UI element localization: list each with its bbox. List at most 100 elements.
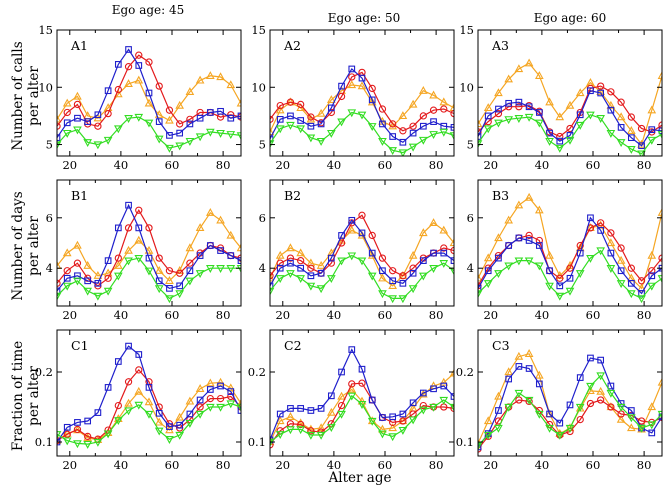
x-axis-label: Alter age <box>328 470 392 486</box>
data-point-blue-b1 <box>135 224 143 232</box>
data-point-red-a2 <box>440 105 448 113</box>
data-point-green-b3 <box>478 290 483 299</box>
data-point-orange-c3 <box>535 370 544 379</box>
data-point-red-a1 <box>124 63 133 71</box>
x-tick-label-b2: 60 <box>378 308 393 322</box>
panel-b2: 20 40 60 80 4 6 B2 <box>259 179 455 322</box>
data-point-red-a1 <box>63 108 71 117</box>
data-point-green-b3 <box>586 254 595 263</box>
data-point-red-a2 <box>429 106 438 114</box>
data-point-blue-c1 <box>206 386 214 393</box>
data-point-red-b1 <box>104 274 112 282</box>
data-point-green-a3 <box>657 131 662 139</box>
data-point-orange-b3 <box>616 255 626 264</box>
data-point-green-a2 <box>286 121 295 130</box>
data-point-orange-c1 <box>216 377 225 386</box>
x-tick-label-b2: 20 <box>275 308 290 322</box>
data-point-green-c3 <box>575 403 585 412</box>
data-point-green-c1 <box>62 437 72 446</box>
series-line-red-c1 <box>57 368 241 442</box>
data-point-green-b3 <box>494 270 503 278</box>
data-point-blue-c2 <box>297 405 305 412</box>
data-point-blue-a2 <box>419 122 427 130</box>
data-point-blue-a2 <box>399 138 407 146</box>
data-point-green-b2 <box>367 272 377 281</box>
data-point-orange-a2 <box>429 90 438 99</box>
series-line-green-c1 <box>57 402 241 445</box>
data-point-blue-a1 <box>135 62 143 69</box>
data-point-blue-a1 <box>206 109 214 116</box>
data-point-green-a3 <box>524 113 534 122</box>
data-point-red-c2 <box>419 401 427 410</box>
data-point-blue-a1 <box>186 120 194 128</box>
data-point-orange-a1 <box>175 100 184 109</box>
data-point-green-b1 <box>124 257 133 266</box>
data-point-green-a1 <box>154 135 164 144</box>
data-point-orange-b1 <box>195 223 205 232</box>
data-point-green-b1 <box>134 254 144 263</box>
data-point-green-c3 <box>494 424 503 433</box>
data-point-orange-a3 <box>483 103 493 112</box>
data-point-orange-b2 <box>316 260 326 269</box>
data-point-green-c2 <box>408 416 418 425</box>
data-point-blue-b3 <box>587 214 594 222</box>
data-point-blue-b2 <box>440 249 448 257</box>
data-point-green-a1 <box>114 125 123 134</box>
data-point-blue-b3 <box>525 237 533 244</box>
data-point-green-b1 <box>185 277 195 286</box>
data-point-blue-c1 <box>145 384 153 391</box>
series-line-green-a2 <box>270 111 454 154</box>
data-point-red-c3 <box>586 399 595 408</box>
data-point-blue-c3 <box>597 356 605 364</box>
data-point-green-b2 <box>347 252 357 261</box>
data-point-blue-a3 <box>525 103 533 111</box>
data-point-orange-a3 <box>606 100 616 109</box>
data-point-blue-b1 <box>227 252 235 259</box>
data-point-red-b2 <box>276 259 284 267</box>
data-point-green-c3 <box>616 403 626 412</box>
data-point-green-c3 <box>586 382 595 391</box>
plot-frame-b2 <box>269 179 455 307</box>
data-point-blue-c3 <box>505 375 513 383</box>
data-point-orange-b3 <box>483 253 493 262</box>
data-point-blue-b3 <box>607 249 615 257</box>
data-point-blue-b2 <box>327 254 335 262</box>
data-point-green-c3 <box>483 431 493 440</box>
data-point-blue-b3 <box>505 242 513 249</box>
data-point-red-b2 <box>307 264 315 272</box>
data-point-green-b3 <box>575 270 585 278</box>
data-point-red-c2 <box>358 379 366 387</box>
series-line-orange-b3 <box>478 196 662 290</box>
data-point-red-b3 <box>525 231 533 240</box>
data-point-orange-c1 <box>226 383 236 392</box>
data-point-green-c1 <box>114 417 123 426</box>
data-point-blue-b3 <box>576 249 584 257</box>
data-point-orange-a1 <box>226 80 236 89</box>
data-point-red-a3 <box>478 128 482 136</box>
data-point-green-b3 <box>514 257 524 266</box>
data-point-blue-c3 <box>587 354 594 362</box>
data-point-green-a1 <box>195 133 205 142</box>
data-point-green-a3 <box>637 150 646 156</box>
panel-label-a1: A1 <box>70 38 88 53</box>
data-point-orange-a3 <box>627 126 636 134</box>
data-point-blue-c2 <box>276 410 284 418</box>
data-point-green-c2 <box>357 401 367 409</box>
data-point-red-a3 <box>597 82 605 90</box>
data-point-orange-a3 <box>555 112 565 121</box>
column-title-ego-45: Ego age: 45 <box>112 3 185 17</box>
data-point-orange-b2 <box>275 250 285 259</box>
data-point-orange-c3 <box>657 377 662 386</box>
data-point-orange-b3 <box>504 215 513 224</box>
data-point-orange-b1 <box>57 260 62 269</box>
data-point-red-b2 <box>389 267 397 275</box>
data-point-orange-a1 <box>134 75 144 84</box>
data-point-blue-a1 <box>63 119 71 127</box>
data-point-orange-a3 <box>535 71 544 79</box>
series-line-blue-a3 <box>478 90 662 147</box>
data-point-orange-b1 <box>165 276 174 284</box>
data-point-blue-a2 <box>297 117 305 124</box>
data-point-green-b1 <box>73 277 82 286</box>
data-point-orange-b2 <box>449 238 454 247</box>
data-point-green-a3 <box>616 139 626 147</box>
